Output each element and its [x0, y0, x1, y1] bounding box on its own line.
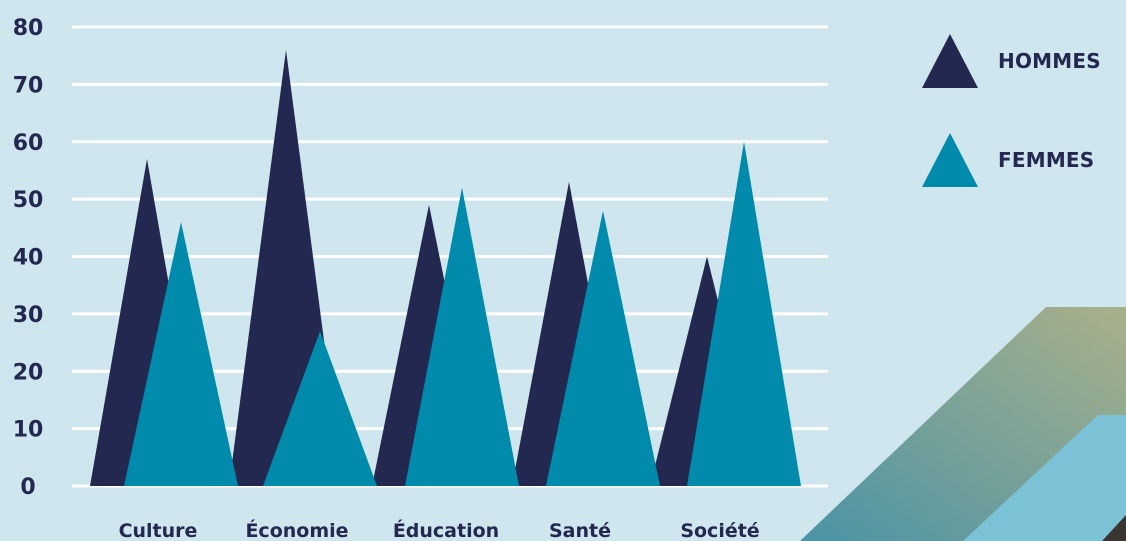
y-tick-label: 0	[20, 475, 35, 500]
x-axis-categories: Culture Économie Éducation Santé Société	[119, 519, 760, 541]
y-axis-ticks: 0 10 20 30 40 50 60 70 80	[13, 16, 44, 500]
legend-label-hommes: HOMMES	[998, 49, 1101, 73]
decor-band-light	[963, 415, 1126, 541]
y-tick-label: 40	[13, 246, 44, 271]
legend-item-femmes: FEMMES	[922, 133, 1094, 187]
legend-triangle-femmes-icon	[922, 133, 978, 187]
y-tick-label: 30	[13, 303, 44, 328]
y-tick-label: 20	[13, 360, 44, 385]
x-category-label: Éducation	[393, 519, 499, 541]
x-category-label: Culture	[119, 520, 198, 541]
decor-photo-corner	[1102, 515, 1126, 541]
legend-label-femmes: FEMMES	[998, 148, 1095, 172]
peak-femmes-0	[124, 222, 238, 486]
peak-femmes-1	[263, 331, 377, 486]
peak-femmes-2	[405, 187, 519, 486]
peaks	[90, 49, 801, 487]
legend-item-hommes: HOMMES	[922, 34, 1101, 88]
y-tick-label: 50	[13, 188, 44, 213]
legend-triangle-hommes-icon	[922, 34, 978, 88]
x-category-label: Société	[680, 520, 759, 541]
x-category-label: Économie	[245, 519, 348, 541]
y-tick-label: 60	[13, 131, 44, 156]
peak-femmes-3	[546, 210, 660, 486]
y-tick-label: 10	[13, 418, 44, 443]
peak-femmes-4	[687, 141, 801, 486]
y-tick-label: 70	[13, 73, 44, 98]
y-tick-label: 80	[13, 16, 44, 41]
x-category-label: Santé	[549, 520, 611, 541]
